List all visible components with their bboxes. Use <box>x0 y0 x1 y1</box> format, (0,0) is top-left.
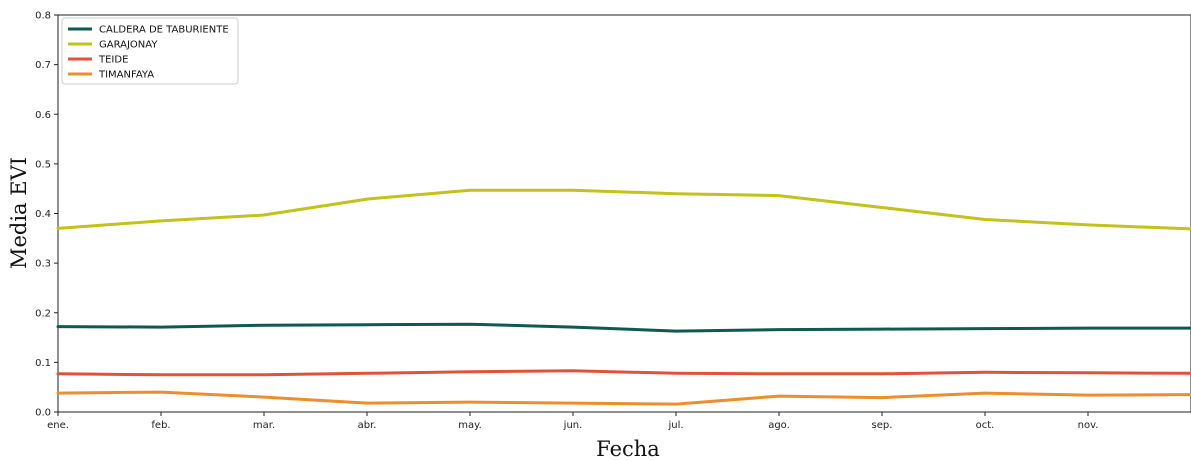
x-tick-label: feb. <box>151 420 170 431</box>
legend-label: TEIDE <box>98 55 128 66</box>
y-tick-label: 0.0 <box>35 408 51 419</box>
x-tick-label: oct. <box>976 420 995 431</box>
y-tick-label: 0.5 <box>35 159 51 170</box>
y-axis-title: Media EVI <box>7 157 31 269</box>
x-tick-label: ene. <box>47 420 69 431</box>
x-tick-label: may. <box>458 420 482 431</box>
x-tick-label: jul. <box>667 420 683 431</box>
x-tick-label: jun. <box>563 420 583 431</box>
legend-label: GARAJONAY <box>99 40 158 51</box>
x-tick-label: ago. <box>768 420 790 431</box>
y-tick-label: 0.8 <box>35 11 51 22</box>
x-tick-label: mar. <box>253 420 275 431</box>
legend-label: CALDERA DE TABURIENTE <box>99 25 229 36</box>
legend-label: TIMANFAYA <box>98 70 154 81</box>
x-tick-label: sep. <box>872 420 893 431</box>
y-tick-label: 0.3 <box>35 259 51 270</box>
series-line-teide <box>56 369 1191 377</box>
legend-box <box>61 17 239 85</box>
plot-area: 0.0 0.1 0.2 0.3 0.4 0.5 0.6 0.7 0.8 ene. feb. mar. a… <box>35 11 1191 431</box>
y-tick-label: 0.7 <box>35 60 51 71</box>
series-line-timanfaya <box>56 390 1191 406</box>
x-axis-title: Fecha <box>596 437 660 460</box>
y-tick-label: 0.4 <box>35 209 51 220</box>
series-line-caldera-de-taburiente <box>56 322 1191 333</box>
x-tick-label: abr. <box>358 420 377 431</box>
y-tick-label: 0.6 <box>35 110 51 121</box>
series-line-garajonay <box>56 188 1191 231</box>
y-tick-label: 0.1 <box>35 358 51 369</box>
x-tick-label: nov. <box>1078 420 1099 431</box>
y-tick-label: 0.2 <box>35 308 51 319</box>
